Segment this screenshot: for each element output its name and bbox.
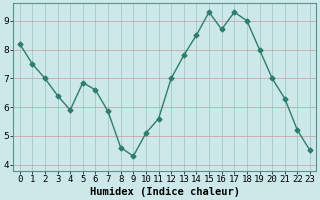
X-axis label: Humidex (Indice chaleur): Humidex (Indice chaleur) bbox=[90, 186, 240, 197]
